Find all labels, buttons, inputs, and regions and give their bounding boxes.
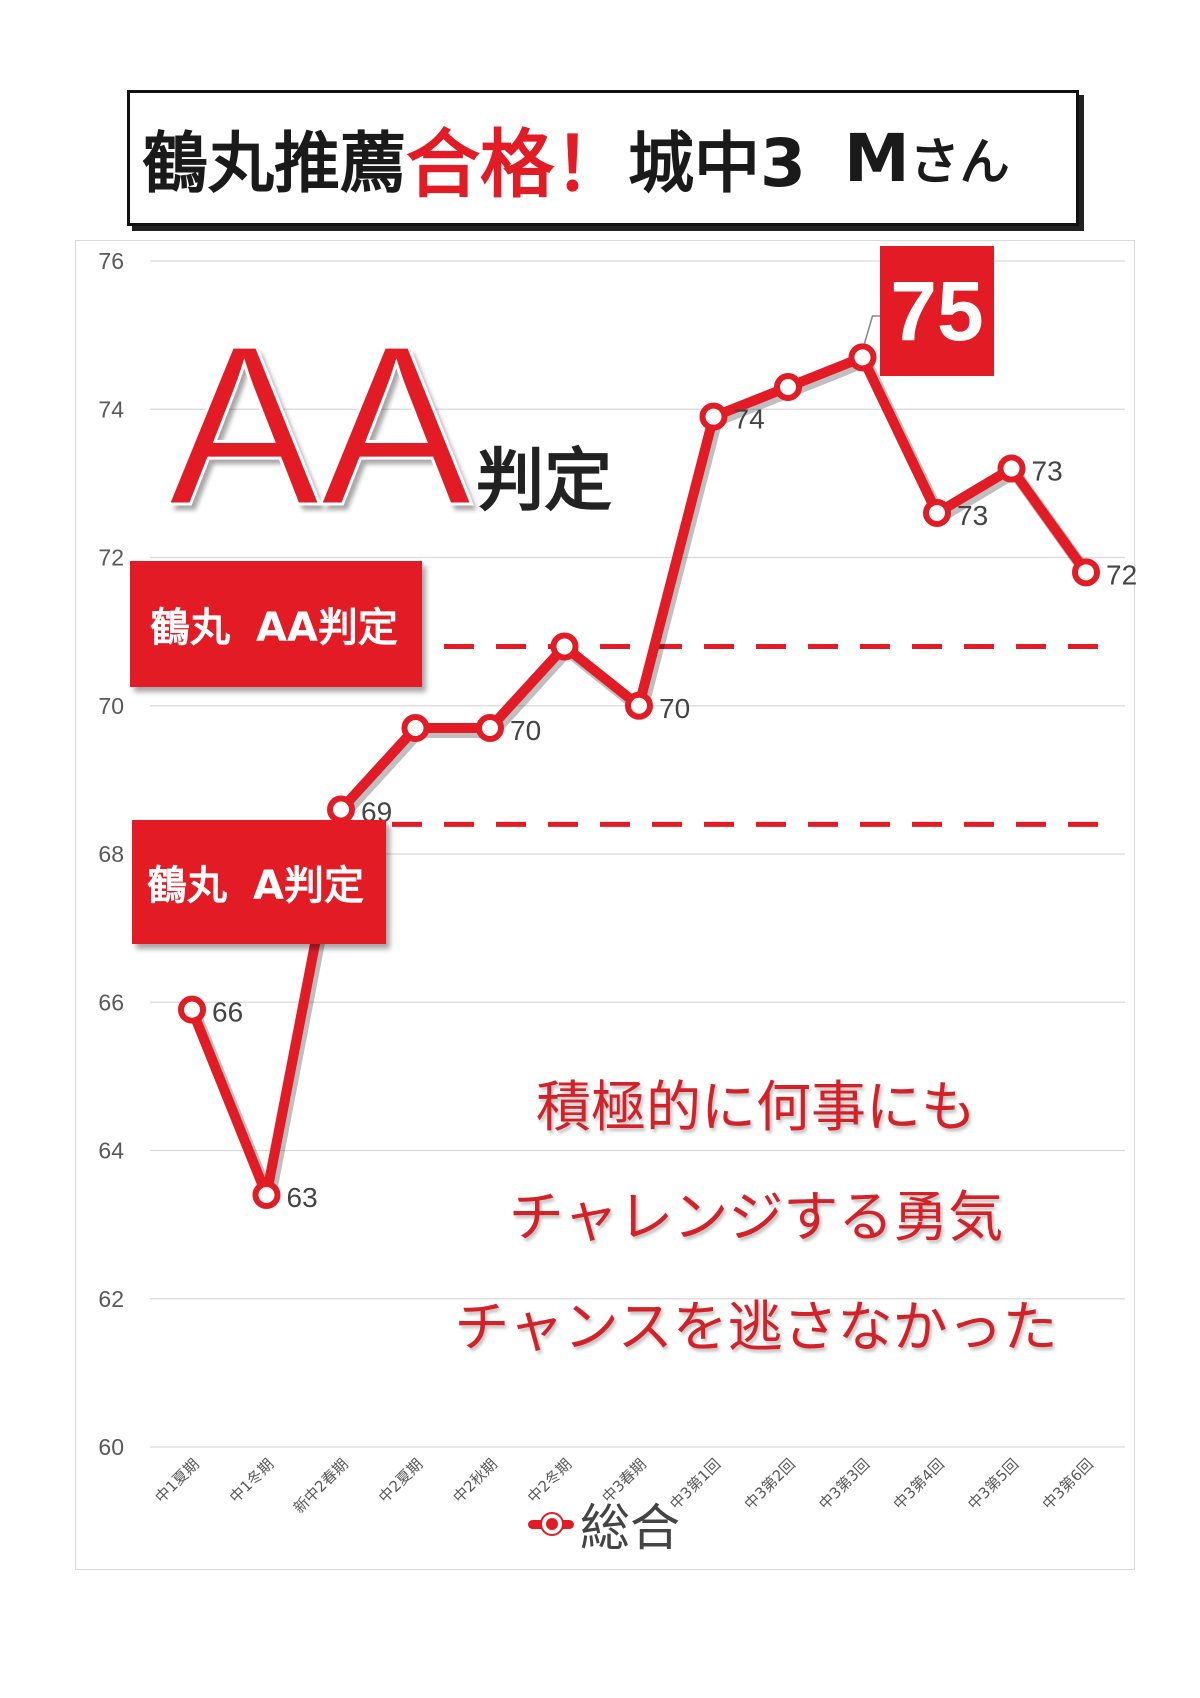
- a-threshold-school: 鶴丸: [147, 863, 227, 909]
- threshold-layer: [340, 643, 1115, 827]
- x-tick-label-8: 中3第2回: [741, 1455, 799, 1513]
- a-threshold-grade: A判定: [253, 863, 364, 909]
- y-tick-label-62: 62: [98, 1286, 124, 1312]
- data-point-8: [774, 373, 802, 402]
- x-tick-label-3: 中2夏期: [375, 1455, 426, 1506]
- aa-threshold-school: 鶴丸: [150, 605, 230, 651]
- grid-layer: 60 62 64 66 68 70 72 74 76: [98, 248, 1125, 1460]
- data-point-11: [997, 454, 1026, 483]
- data-point-5: [550, 632, 579, 661]
- x-tick-label-0: 中1夏期: [152, 1455, 203, 1506]
- y-tick-label-66: 66: [98, 989, 124, 1015]
- y-tick-label-60: 60: [98, 1434, 124, 1460]
- data-label-1: 63: [287, 1182, 318, 1213]
- title-banner: 鶴丸推薦 合格！ 城中3 M さん: [127, 90, 1079, 226]
- data-point-12: [1072, 558, 1100, 587]
- aa-big-suffix: 判定: [476, 443, 613, 519]
- aa-threshold-grade: AA判定: [256, 605, 398, 651]
- data-point-9: [848, 343, 877, 372]
- x-tick-label-1: 中1冬期: [226, 1455, 277, 1506]
- chart-frame: [75, 240, 1135, 1570]
- data-point-3: [401, 713, 430, 742]
- title-school: 城中3: [628, 125, 806, 202]
- title-san: さん: [909, 133, 1010, 191]
- aa-threshold-label: 鶴丸 AA判定: [130, 561, 422, 687]
- y-tick-label-74: 74: [98, 396, 124, 422]
- x-tick-label-4: 中2秋期: [450, 1455, 501, 1506]
- aa-judgement-headline: AA判定: [166, 311, 613, 542]
- peak-score-callout: 75: [880, 246, 994, 376]
- y-tick-label-76: 76: [98, 248, 124, 274]
- data-point-7: [699, 402, 728, 431]
- comment-line-2: チャレンジする勇気: [508, 1185, 1004, 1249]
- comment-line-3: チャンスを逃さなかった: [454, 1295, 1058, 1359]
- aa-big-letters: AA: [166, 299, 473, 553]
- x-tick-label-12: 中3第6回: [1039, 1455, 1097, 1513]
- title-pass: 合格！: [406, 121, 628, 208]
- data-label-11: 73: [1032, 456, 1063, 487]
- data-label-12: 72: [1106, 559, 1137, 590]
- y-tick-label-70: 70: [98, 693, 124, 719]
- chart-legend: 総合: [528, 1488, 680, 1560]
- data-label-0: 66: [212, 997, 243, 1028]
- data-point-1: [252, 1180, 281, 1209]
- y-tick-label-64: 64: [98, 1138, 124, 1164]
- data-label-6: 70: [659, 693, 690, 724]
- data-label-10: 73: [957, 500, 988, 531]
- peak-leader-line: [863, 315, 880, 344]
- comment-line-1: 積極的に何事にも: [535, 1075, 977, 1139]
- legend-line-marker-icon: [528, 1514, 574, 1534]
- data-point-4: [476, 713, 504, 742]
- data-point-2: [327, 795, 355, 824]
- x-tick-label-11: 中3第5回: [964, 1455, 1022, 1513]
- a-threshold-label: 鶴丸 A判定: [132, 820, 386, 944]
- x-tick-label-10: 中3第4回: [890, 1455, 948, 1513]
- data-label-7: 74: [734, 404, 765, 435]
- data-label-4: 70: [510, 715, 541, 746]
- x-tick-label-9: 中3第3回: [815, 1455, 873, 1513]
- title-initial: M: [843, 119, 910, 197]
- x-tick-label-2: 新中2春期: [290, 1455, 352, 1517]
- data-point-10: [923, 499, 951, 528]
- legend-series-name: 総合: [580, 1499, 680, 1557]
- y-tick-label-68: 68: [98, 841, 124, 867]
- data-point-6: [625, 691, 653, 720]
- y-tick-label-72: 72: [98, 545, 124, 571]
- data-point-0: [178, 995, 206, 1024]
- title-part1: 鶴丸推薦: [142, 125, 406, 202]
